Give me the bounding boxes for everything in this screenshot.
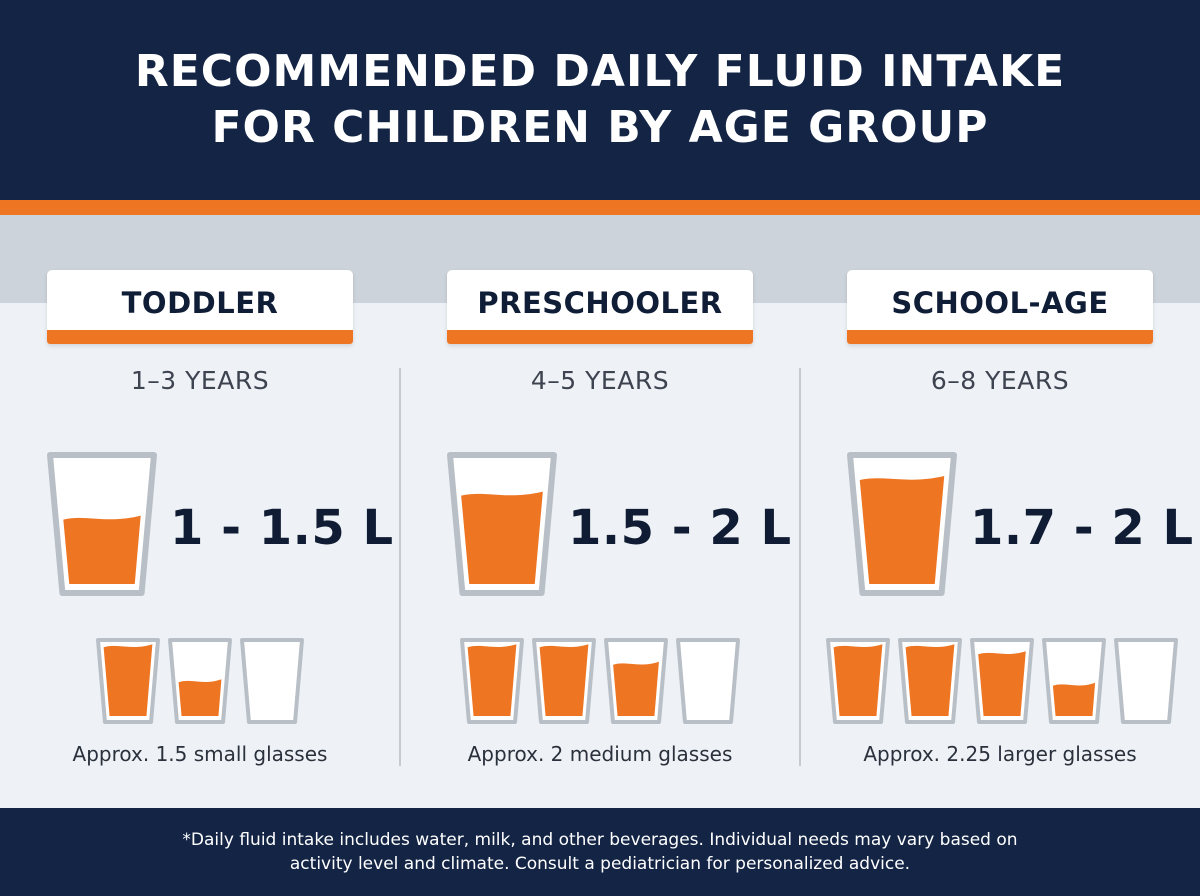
- liquid-fill: [833, 644, 883, 716]
- glasses-approximation: Approx. 1.5 small glasses: [72, 742, 328, 766]
- small-glass-icon: [604, 638, 668, 724]
- age-group-label: SCHOOL-AGE: [891, 286, 1109, 320]
- footer-note-line-2: activity level and climate. Consult a pe…: [289, 854, 911, 874]
- liquid-fill: [978, 651, 1026, 716]
- age-group-preschooler: PRESCHOOLER 4–5 YEARS 1.5 - 2 L Approx. …: [400, 270, 800, 800]
- card-accent-bar: [847, 330, 1153, 344]
- header-banner: RECOMMENDED DAILY FLUID INTAKE FOR CHILD…: [0, 0, 1200, 200]
- age-group-toddler: TODDLER 1–3 YEARS 1 - 1.5 L Approx. 1.5 …: [0, 270, 400, 800]
- glass-outline: [676, 638, 740, 724]
- small-glass-icon: [970, 638, 1034, 724]
- small-glass-icon: [532, 638, 596, 724]
- age-range: 4–5 YEARS: [530, 366, 670, 395]
- big-glass-icon: [447, 452, 557, 596]
- small-glass-icon: [96, 638, 160, 724]
- liquid-fill: [103, 644, 153, 716]
- age-group-card: PRESCHOOLER: [447, 270, 753, 344]
- age-group-card: SCHOOL-AGE: [847, 270, 1153, 344]
- small-glass-icon: [676, 638, 740, 724]
- intake-amount: 1.5 - 2 L: [568, 500, 792, 556]
- liquid-fill: [859, 476, 945, 584]
- liquid-fill: [461, 491, 543, 584]
- glass-outline: [240, 638, 304, 724]
- glasses-approximation: Approx. 2 medium glasses: [467, 742, 733, 766]
- page-title-line-2: FOR CHILDREN BY AGE GROUP: [211, 102, 989, 153]
- small-glass-icon: [1042, 638, 1106, 724]
- big-glass-icon: [847, 452, 957, 596]
- column-divider: [799, 368, 801, 766]
- column-divider: [399, 368, 401, 766]
- small-glass-icon: [460, 638, 524, 724]
- card-accent-bar: [47, 330, 353, 344]
- big-glass-icon: [47, 452, 157, 596]
- liquid-fill: [1052, 682, 1096, 716]
- small-glass-icon: [826, 638, 890, 724]
- footer-note-line-1: *Daily fluid intake includes water, milk…: [182, 830, 1018, 850]
- footer-note: *Daily fluid intake includes water, milk…: [0, 808, 1200, 896]
- age-range: 6–8 YEARS: [930, 366, 1070, 395]
- card-accent-bar: [447, 330, 753, 344]
- glasses-approximation: Approx. 2.25 larger glasses: [863, 742, 1137, 766]
- liquid-fill: [178, 679, 222, 716]
- glass-outline: [1114, 638, 1178, 724]
- intake-amount: 1 - 1.5 L: [170, 500, 394, 556]
- liquid-fill: [905, 644, 955, 716]
- age-group-label: PRESCHOOLER: [477, 286, 723, 320]
- intake-amount: 1.7 - 2 L: [970, 500, 1194, 556]
- small-glass-icon: [1114, 638, 1178, 724]
- small-glass-icon: [898, 638, 962, 724]
- header-accent-band: [0, 200, 1200, 215]
- liquid-fill: [613, 661, 659, 716]
- age-group-label: TODDLER: [121, 286, 279, 320]
- age-range: 1–3 YEARS: [130, 366, 270, 395]
- liquid-fill: [539, 644, 589, 716]
- liquid-fill: [63, 515, 141, 584]
- small-glass-icon: [168, 638, 232, 724]
- page-title-line-1: RECOMMENDED DAILY FLUID INTAKE: [134, 46, 1066, 97]
- liquid-fill: [467, 644, 517, 716]
- age-group-card: TODDLER: [47, 270, 353, 344]
- age-group-school-age: SCHOOL-AGE 6–8 YEARS 1.7 - 2 L Approx. 2…: [800, 270, 1200, 800]
- small-glass-icon: [240, 638, 304, 724]
